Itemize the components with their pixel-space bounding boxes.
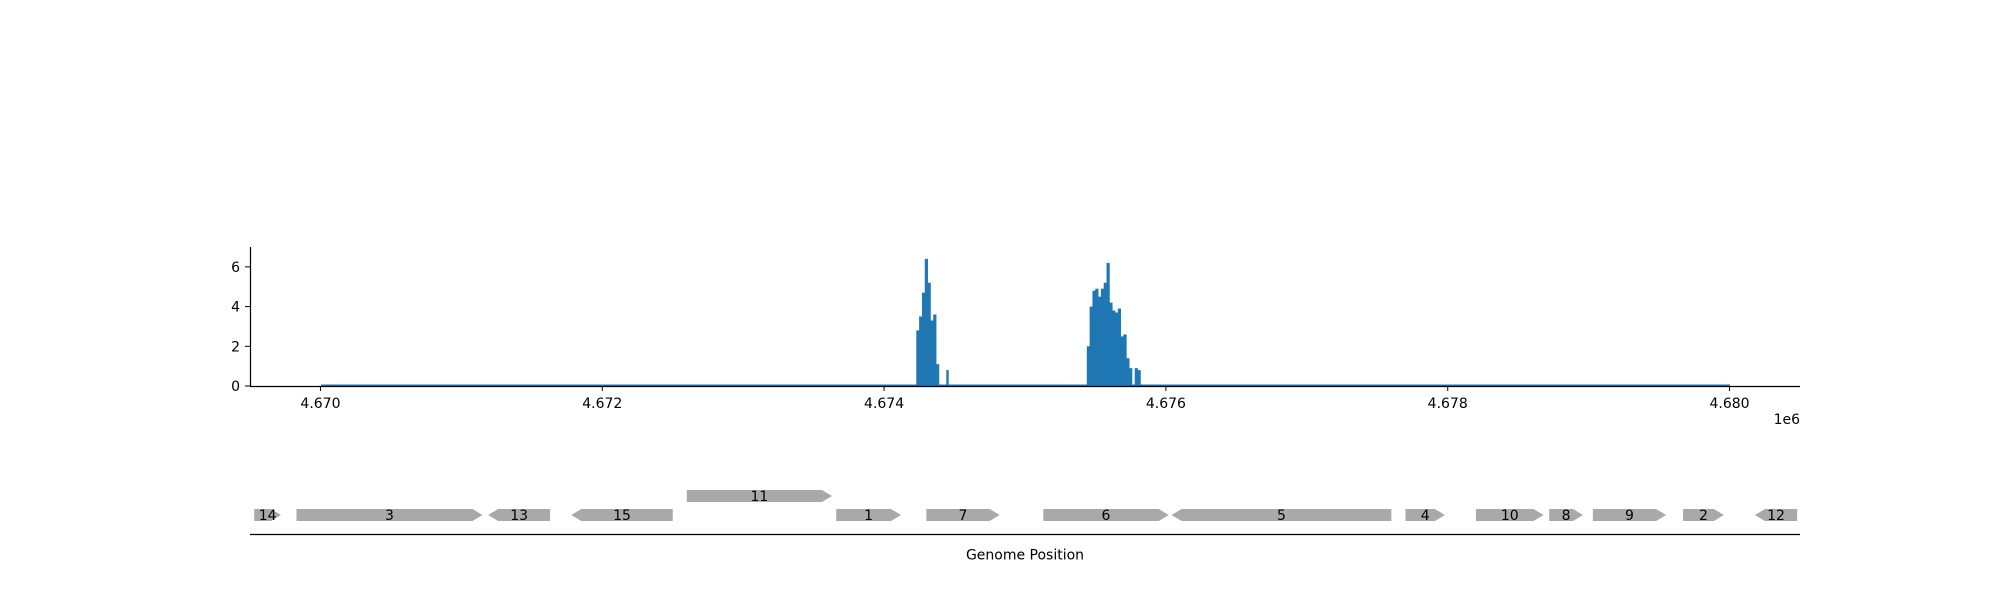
gene-label: 2 bbox=[1699, 508, 1708, 524]
gene-label: 11 bbox=[750, 489, 768, 505]
gene-arrow bbox=[1754, 509, 1798, 521]
coverage-area bbox=[916, 258, 1141, 386]
coverage-bar bbox=[1095, 288, 1099, 386]
x-tick-label: 4.676 bbox=[1146, 396, 1186, 412]
coverage-bar bbox=[933, 314, 937, 386]
gene-arrow bbox=[686, 490, 832, 502]
gene-arrow bbox=[571, 509, 673, 521]
coverage-bar bbox=[1114, 312, 1119, 386]
gene-arrow bbox=[488, 509, 551, 521]
y-tick-label: 2 bbox=[231, 339, 240, 355]
x-offset-label: 1e6 bbox=[1774, 412, 1801, 428]
coverage-bar bbox=[924, 258, 928, 386]
coverage-bar bbox=[921, 292, 926, 386]
gene-arrow bbox=[1592, 509, 1667, 521]
coverage-bar bbox=[1086, 346, 1091, 386]
coverage-bar bbox=[1098, 296, 1102, 386]
gene-arrow bbox=[1683, 509, 1724, 521]
gene-label: 15 bbox=[613, 508, 631, 524]
gene-arrow bbox=[1171, 509, 1392, 521]
gene-arrow bbox=[1475, 509, 1544, 521]
coverage-bar bbox=[936, 364, 940, 386]
x-tick-label: 4.674 bbox=[864, 396, 904, 412]
gene-arrow bbox=[1043, 509, 1169, 521]
coverage-bar bbox=[1123, 334, 1127, 386]
coverage-bar bbox=[927, 282, 931, 386]
gene-label: 8 bbox=[1562, 508, 1571, 524]
x-tick-label: 4.678 bbox=[1428, 396, 1468, 412]
y-tick-label: 0 bbox=[231, 379, 240, 395]
coverage-bar bbox=[1112, 310, 1116, 386]
coverage-bar bbox=[1134, 368, 1138, 386]
x-tick-label: 4.670 bbox=[300, 396, 340, 412]
gene-label: 6 bbox=[1102, 508, 1111, 524]
coverage-bar bbox=[1120, 336, 1124, 386]
gene-arrow bbox=[296, 509, 483, 521]
gene-arrow bbox=[254, 509, 281, 521]
gene-arrow bbox=[1549, 509, 1583, 521]
coverage-bar bbox=[1103, 282, 1107, 386]
gene-label: 1 bbox=[864, 508, 873, 524]
y-tick-label: 4 bbox=[231, 300, 240, 316]
gene-label: 4 bbox=[1421, 508, 1430, 524]
coverage-bar bbox=[1100, 288, 1105, 386]
gene-label: 7 bbox=[959, 508, 968, 524]
coverage-bar bbox=[1126, 358, 1130, 386]
y-tick-label: 6 bbox=[231, 260, 240, 276]
coverage-bar bbox=[1109, 302, 1113, 386]
x-tick-label: 4.672 bbox=[582, 396, 622, 412]
coverage-bar bbox=[1117, 308, 1122, 386]
coverage-bar bbox=[1137, 370, 1141, 386]
x-axis-ticks: 4.670 4.672 4.674 4.676 4.678 4.680 bbox=[300, 386, 1750, 412]
coverage-plot: 4.670 4.672 4.674 4.676 4.678 4.680 0 2 4 6 1e6 bbox=[231, 247, 1800, 428]
coverage-bar bbox=[1092, 290, 1096, 386]
gene-label: 9 bbox=[1625, 508, 1634, 524]
y-axis-ticks: 0 2 4 6 bbox=[231, 260, 250, 395]
coverage-bar bbox=[930, 320, 934, 386]
coverage-spike bbox=[946, 370, 949, 386]
coverage-bar bbox=[919, 316, 923, 386]
gene-label: 13 bbox=[510, 508, 528, 524]
coverage-bar bbox=[1129, 368, 1133, 386]
coverage-bar bbox=[1106, 262, 1110, 386]
gene-label: 14 bbox=[259, 508, 277, 524]
gene-label: 5 bbox=[1277, 508, 1286, 524]
gene-arrow bbox=[836, 509, 901, 521]
coverage-bar bbox=[916, 330, 920, 386]
gene-arrow bbox=[926, 509, 1000, 521]
x-axis-title: Genome Position bbox=[966, 548, 1084, 564]
gene-label: 12 bbox=[1767, 508, 1785, 524]
gene-arrow bbox=[1405, 509, 1445, 521]
coverage-bar bbox=[1089, 306, 1093, 386]
gene-label: 3 bbox=[385, 508, 394, 524]
gene-label: 10 bbox=[1501, 508, 1519, 524]
x-tick-label: 4.680 bbox=[1709, 396, 1749, 412]
